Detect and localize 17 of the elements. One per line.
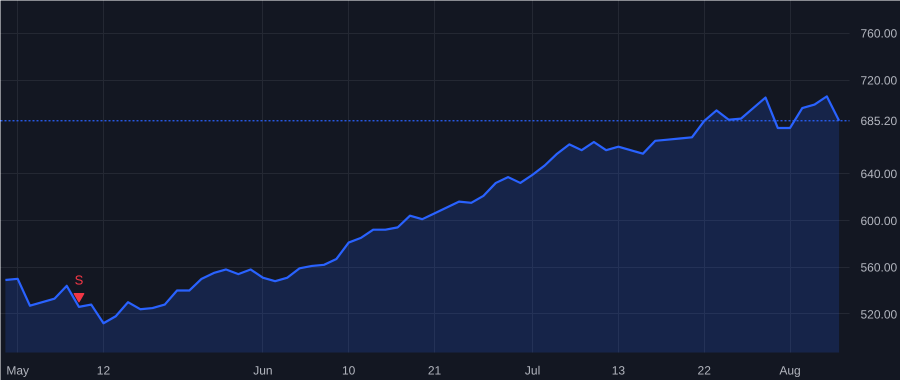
x-tick-label: 13 xyxy=(612,364,626,378)
x-tick-label: 22 xyxy=(698,364,712,378)
x-tick-label: 21 xyxy=(428,364,442,378)
x-tick-label: Aug xyxy=(779,364,801,378)
y-tick-label: 760.00 xyxy=(860,26,898,41)
series-label: S xyxy=(74,272,84,288)
y-tick-label: 720.00 xyxy=(860,74,898,88)
x-tick-label: May xyxy=(6,364,29,378)
ref-line-label: 685.20 xyxy=(860,114,898,128)
y-tick-label: 640.00 xyxy=(860,167,898,182)
y-tick-label: 520.00 xyxy=(860,307,898,322)
x-tick-label: Jun xyxy=(253,364,273,378)
x-tick-label: 10 xyxy=(342,364,356,378)
x-tick-label: Jul xyxy=(524,364,540,378)
x-tick-label: 12 xyxy=(96,364,110,378)
y-tick-label: 560.00 xyxy=(860,260,898,275)
y-tick-label: 600.00 xyxy=(860,214,898,228)
